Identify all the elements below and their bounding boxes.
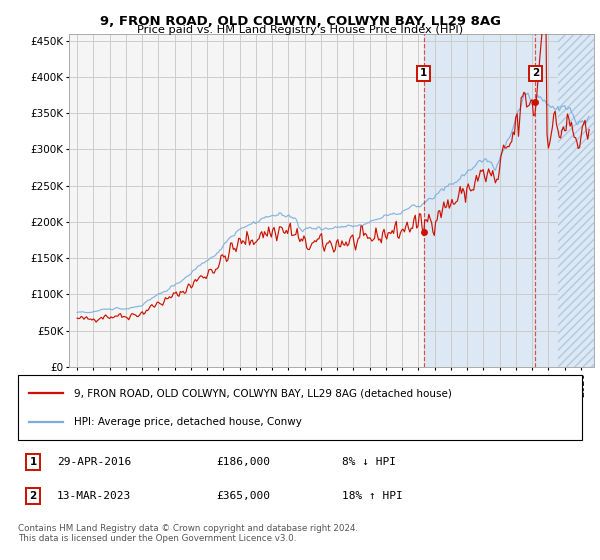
Text: 1: 1	[420, 68, 427, 78]
Text: 13-MAR-2023: 13-MAR-2023	[57, 491, 131, 501]
Text: 1: 1	[29, 457, 37, 467]
Text: 8% ↓ HPI: 8% ↓ HPI	[342, 457, 396, 467]
Text: Price paid vs. HM Land Registry's House Price Index (HPI): Price paid vs. HM Land Registry's House …	[137, 25, 463, 35]
Text: Contains HM Land Registry data © Crown copyright and database right 2024.
This d: Contains HM Land Registry data © Crown c…	[18, 524, 358, 543]
Text: 2: 2	[532, 68, 539, 78]
Text: 9, FRON ROAD, OLD COLWYN, COLWYN BAY, LL29 8AG (detached house): 9, FRON ROAD, OLD COLWYN, COLWYN BAY, LL…	[74, 388, 452, 398]
Bar	[424, 34, 594, 367]
Text: 18% ↑ HPI: 18% ↑ HPI	[342, 491, 403, 501]
Text: 9, FRON ROAD, OLD COLWYN, COLWYN BAY, LL29 8AG: 9, FRON ROAD, OLD COLWYN, COLWYN BAY, LL…	[100, 15, 500, 27]
Text: £365,000: £365,000	[216, 491, 270, 501]
Text: 2: 2	[29, 491, 37, 501]
Text: 29-APR-2016: 29-APR-2016	[57, 457, 131, 467]
Bar	[558, 34, 594, 367]
Text: £186,000: £186,000	[216, 457, 270, 467]
Text: HPI: Average price, detached house, Conwy: HPI: Average price, detached house, Conw…	[74, 417, 302, 427]
FancyBboxPatch shape	[18, 375, 582, 440]
